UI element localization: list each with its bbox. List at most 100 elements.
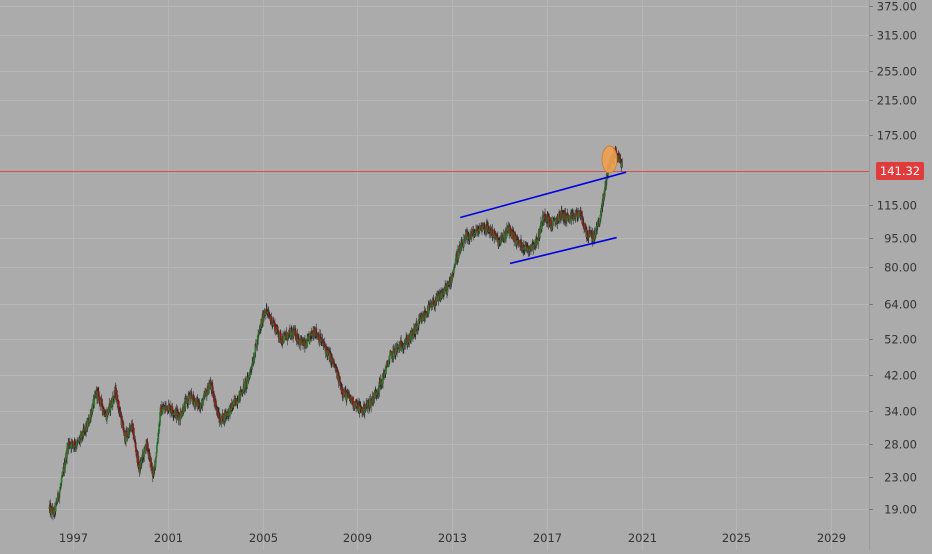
highlight-ellipse[interactable] <box>601 145 618 174</box>
candle-body <box>233 399 235 405</box>
candle-body <box>161 411 164 415</box>
candle-body <box>177 412 180 416</box>
candle-body <box>232 402 235 408</box>
candle-body <box>191 398 194 401</box>
candle-body <box>298 339 301 344</box>
candle-body <box>459 246 462 253</box>
candle-body <box>586 236 589 239</box>
candle-body <box>268 315 271 318</box>
candle-body <box>429 306 432 308</box>
candle-body <box>358 406 361 414</box>
candle-body <box>210 380 212 386</box>
candle-body <box>559 212 561 218</box>
candle-body <box>451 272 454 279</box>
candle-body <box>60 482 63 486</box>
candle-body <box>600 207 603 213</box>
candle-body <box>282 341 285 343</box>
candle-body <box>555 219 557 223</box>
candle-body <box>273 323 275 326</box>
candle-body <box>374 391 377 399</box>
candle-body <box>543 216 546 221</box>
candle-body <box>321 338 324 343</box>
candle-body <box>471 232 474 234</box>
candle-body <box>601 206 604 208</box>
candle-body <box>531 244 534 245</box>
candle-body <box>212 394 215 396</box>
candle-body <box>554 219 556 222</box>
candle-body <box>75 445 77 447</box>
candle-body <box>332 358 335 364</box>
candle-body <box>486 224 488 228</box>
candle-body <box>58 490 61 493</box>
candle-body <box>439 294 442 301</box>
candle-body <box>264 312 267 315</box>
candle-body <box>265 308 268 313</box>
candle-body <box>385 365 388 371</box>
candle-body <box>343 394 346 396</box>
candle-body <box>121 419 124 423</box>
candle-body <box>267 311 270 313</box>
candle-body <box>541 221 544 224</box>
candle-body <box>353 402 356 406</box>
candle-body <box>155 452 158 457</box>
candle-body <box>378 381 381 392</box>
candle-body <box>266 312 269 314</box>
candle-body <box>338 381 341 384</box>
candle-body <box>182 407 185 413</box>
candle-body <box>279 333 282 342</box>
candle-body <box>155 456 157 459</box>
candle-body <box>574 215 577 219</box>
candle-body <box>287 333 290 335</box>
candle-body <box>67 442 70 451</box>
candle-body <box>149 455 151 457</box>
time-axis[interactable]: 1997 2001 2005 2009 2013 2017 2021 2025 2029 <box>59 531 846 545</box>
price-axis[interactable]: 375.00 315.00 255.00 215.00 175.00 115.00 95.0… <box>869 0 917 517</box>
candle-body <box>171 410 174 414</box>
candle-body <box>619 163 622 164</box>
candle-body <box>299 341 301 344</box>
candle-body <box>575 210 578 216</box>
candle-body <box>126 431 129 437</box>
candle-body <box>284 334 287 337</box>
candle-body <box>269 317 272 320</box>
candle-body <box>485 224 488 233</box>
candle-body <box>139 462 142 473</box>
candle-body <box>158 423 161 433</box>
candle-body <box>279 332 282 334</box>
candle-body <box>338 375 341 384</box>
candle-body <box>375 391 378 395</box>
trend-line[interactable] <box>509 236 617 265</box>
trend-line[interactable] <box>460 171 627 219</box>
candle-body <box>189 395 192 399</box>
candle-body <box>161 408 164 412</box>
candle-body <box>433 306 436 308</box>
candle-body <box>111 400 113 402</box>
candle-body <box>350 396 353 402</box>
candle-body <box>157 432 160 433</box>
candle-body <box>154 458 157 468</box>
candle-body <box>205 390 208 392</box>
candle-body <box>169 405 171 412</box>
candle-body <box>211 386 214 395</box>
candle-body <box>458 250 461 252</box>
candle-body <box>147 451 150 454</box>
candle-body <box>280 340 283 343</box>
candle-body <box>456 254 458 260</box>
x-tick-label: 2009 <box>343 531 372 545</box>
candle-body <box>263 315 265 317</box>
candle-body <box>417 319 420 327</box>
candle-body <box>156 439 159 443</box>
y-tick-label: 375.00 <box>877 0 917 14</box>
candle-body <box>525 245 528 247</box>
candle-body <box>520 243 523 248</box>
candle-body <box>55 501 58 504</box>
candle-body <box>339 382 342 390</box>
candle-body <box>428 304 431 307</box>
candle-body <box>569 216 571 223</box>
candle-body <box>599 210 602 219</box>
candle-body <box>262 316 265 322</box>
candle-body <box>598 222 600 224</box>
candle-body <box>111 396 114 406</box>
candle-body <box>188 395 191 400</box>
